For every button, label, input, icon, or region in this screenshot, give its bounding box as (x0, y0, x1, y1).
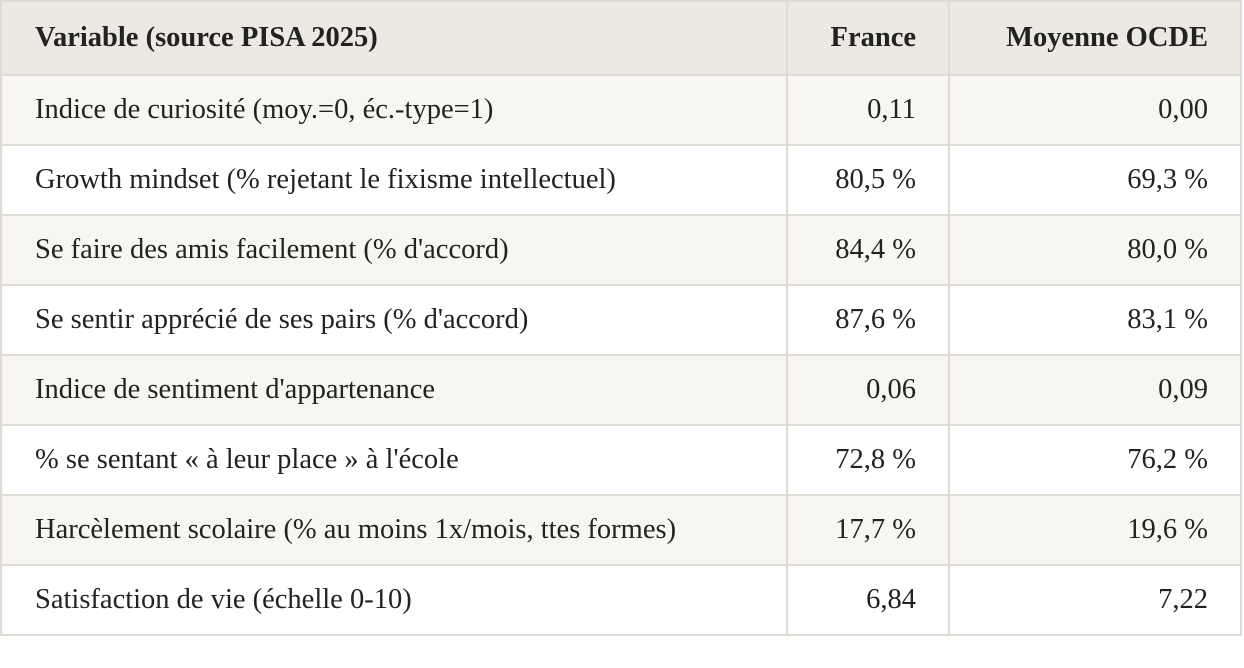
header-row: Variable (source PISA 2025) France Moyen… (0, 0, 1242, 76)
cell-oecd: 7,22 (948, 564, 1242, 636)
cell-oecd: 80,0 % (948, 214, 1242, 286)
table-row: Se faire des amis facilement (% d'accord… (0, 214, 1242, 286)
cell-oecd: 83,1 % (948, 284, 1242, 356)
cell-france: 0,06 (786, 354, 950, 426)
table-row: Indice de curiosité (moy.=0, éc.-type=1)… (0, 74, 1242, 146)
cell-variable: Se faire des amis facilement (% d'accord… (0, 214, 788, 286)
cell-variable: Satisfaction de vie (échelle 0-10) (0, 564, 788, 636)
header-france: France (786, 0, 950, 76)
cell-france: 0,11 (786, 74, 950, 146)
cell-france: 72,8 % (786, 424, 950, 496)
cell-variable: Growth mindset (% rejetant le fixisme in… (0, 144, 788, 216)
cell-france: 87,6 % (786, 284, 950, 356)
table-body: Indice de curiosité (moy.=0, éc.-type=1)… (0, 74, 1242, 636)
cell-oecd: 69,3 % (948, 144, 1242, 216)
table-row: Se sentir apprécié de ses pairs (% d'acc… (0, 284, 1242, 356)
table-row: Indice de sentiment d'appartenance 0,06 … (0, 354, 1242, 426)
header-oecd-average: Moyenne OCDE (948, 0, 1242, 76)
table-row: Satisfaction de vie (échelle 0-10) 6,84 … (0, 564, 1242, 636)
pisa-comparison-table-wrapper: Variable (source PISA 2025) France Moyen… (0, 0, 1242, 636)
table-row: % se sentant « à leur place » à l'école … (0, 424, 1242, 496)
cell-france: 80,5 % (786, 144, 950, 216)
cell-variable: Se sentir apprécié de ses pairs (% d'acc… (0, 284, 788, 356)
cell-variable: Indice de curiosité (moy.=0, éc.-type=1) (0, 74, 788, 146)
cell-france: 17,7 % (786, 494, 950, 566)
cell-variable: Harcèlement scolaire (% au moins 1x/mois… (0, 494, 788, 566)
pisa-comparison-table: Variable (source PISA 2025) France Moyen… (0, 0, 1242, 636)
table-header: Variable (source PISA 2025) France Moyen… (0, 0, 1242, 76)
cell-oecd: 0,09 (948, 354, 1242, 426)
cell-oecd: 76,2 % (948, 424, 1242, 496)
cell-france: 6,84 (786, 564, 950, 636)
cell-france: 84,4 % (786, 214, 950, 286)
table-row: Growth mindset (% rejetant le fixisme in… (0, 144, 1242, 216)
header-variable: Variable (source PISA 2025) (0, 0, 788, 76)
cell-variable: % se sentant « à leur place » à l'école (0, 424, 788, 496)
table-row: Harcèlement scolaire (% au moins 1x/mois… (0, 494, 1242, 566)
cell-oecd: 19,6 % (948, 494, 1242, 566)
cell-variable: Indice de sentiment d'appartenance (0, 354, 788, 426)
cell-oecd: 0,00 (948, 74, 1242, 146)
